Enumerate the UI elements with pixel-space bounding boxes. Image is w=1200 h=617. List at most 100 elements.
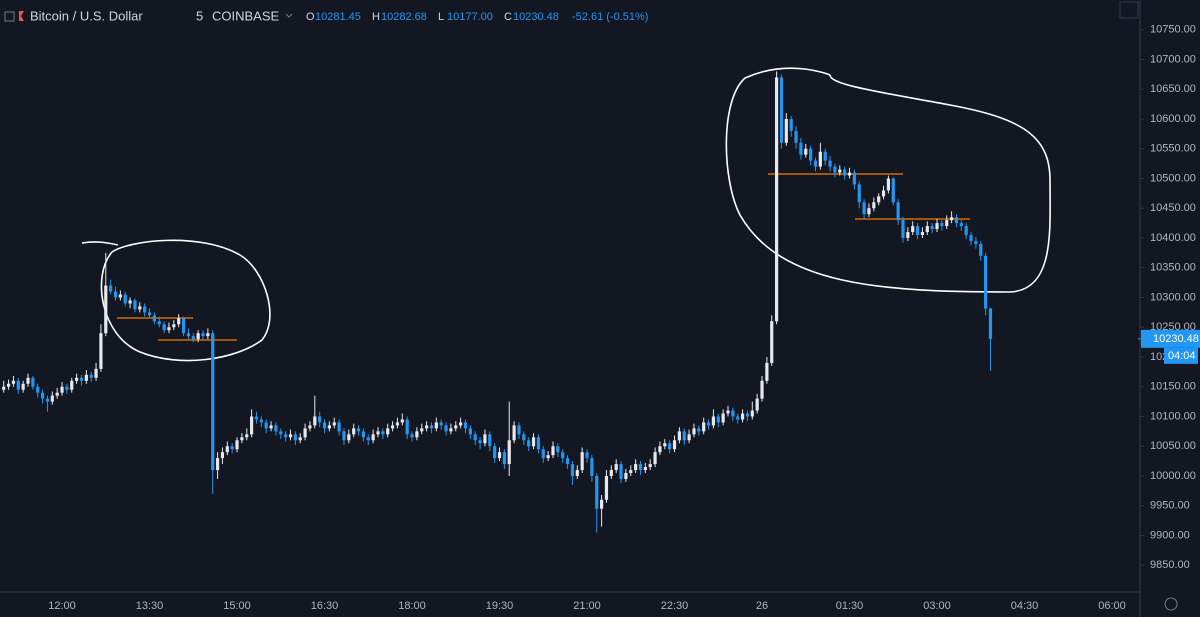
- candle-body: [541, 449, 545, 459]
- dropdown-icon[interactable]: [285, 13, 293, 18]
- candle-body: [745, 413, 750, 417]
- x-tick-label: 04:30: [1011, 600, 1039, 612]
- candle-body: [585, 452, 589, 459]
- candle-body: [877, 196, 881, 203]
- candle-body: [702, 422, 706, 432]
- candle-body: [774, 77, 779, 322]
- candle-body: [984, 255, 988, 309]
- candle-body: [138, 306, 142, 310]
- candle-body: [390, 425, 395, 429]
- candle-body: [911, 226, 915, 233]
- candle-body: [279, 431, 283, 435]
- candle-body: [886, 178, 891, 191]
- candle-body: [420, 428, 424, 432]
- candle-body: [337, 422, 341, 432]
- candle-body: [259, 419, 263, 423]
- candle-body: [497, 452, 502, 459]
- price-tag: [1141, 329, 1200, 348]
- y-tick-label: 10450.00: [1150, 202, 1196, 214]
- candle-body: [925, 226, 929, 233]
- settings-icon[interactable]: [1164, 597, 1178, 611]
- candle-body: [274, 425, 278, 432]
- countdown-tag: [1164, 347, 1198, 364]
- candle-body: [322, 422, 327, 429]
- candle-body: [687, 434, 691, 441]
- candle-body: [949, 217, 954, 221]
- candle-body: [264, 422, 268, 429]
- candle-body: [940, 223, 944, 227]
- candle-body: [522, 434, 526, 441]
- candle-body: [809, 148, 813, 161]
- candle-body: [575, 470, 579, 476]
- candle-body: [352, 428, 356, 435]
- price-tag-label: 10230.48: [1153, 333, 1199, 345]
- candle-body: [595, 475, 599, 509]
- candle-body: [653, 452, 657, 465]
- candle-body: [405, 419, 409, 435]
- candle-body: [425, 425, 429, 429]
- candle-body: [643, 467, 647, 471]
- candle-body: [245, 434, 249, 438]
- y-tick-label: 10700.00: [1150, 53, 1196, 65]
- candle-body: [784, 118, 788, 143]
- candle-body: [935, 223, 939, 230]
- candle-body: [55, 392, 59, 396]
- candle-body: [181, 318, 186, 334]
- candle-body: [444, 425, 448, 432]
- candle-body: [483, 434, 487, 444]
- candle-body: [682, 431, 686, 441]
- candle-body: [109, 285, 113, 292]
- candle-body: [930, 226, 934, 230]
- candle-body: [94, 368, 98, 378]
- candle-body: [488, 434, 492, 447]
- candle-body: [31, 377, 35, 387]
- candle-body: [99, 333, 103, 369]
- symbol-icon: [19, 11, 24, 21]
- candle-body: [327, 425, 331, 429]
- candle-body: [410, 434, 414, 438]
- candle-body: [536, 437, 541, 450]
- y-tick-label: 10550.00: [1150, 143, 1196, 155]
- candle-body: [847, 172, 852, 176]
- candle-body: [36, 386, 40, 393]
- x-tick-label: 26: [756, 600, 768, 612]
- legend-value: 10230.48: [513, 11, 559, 23]
- candle-body: [177, 318, 181, 325]
- candle-body: [347, 434, 351, 441]
- candle-body: [65, 386, 69, 390]
- y-tick-label: 9850.00: [1150, 559, 1190, 571]
- candle-body: [959, 223, 963, 227]
- candle-body: [172, 324, 176, 328]
- candle-body: [342, 431, 346, 441]
- y-tick-label: 10400.00: [1150, 232, 1196, 244]
- candle-body: [288, 434, 293, 438]
- y-tick-label: 9900.00: [1150, 529, 1190, 541]
- candle-body: [804, 148, 808, 155]
- candle-body: [556, 446, 560, 453]
- x-tick-label: 13:30: [136, 600, 164, 612]
- corner-button[interactable]: [1119, 1, 1139, 19]
- candle-body: [26, 377, 30, 384]
- candle-body: [201, 333, 205, 337]
- candle-body: [600, 499, 604, 509]
- legend-key: H: [372, 11, 380, 23]
- legend-value: 10281.45: [315, 11, 361, 23]
- expand-icon[interactable]: [4, 11, 15, 22]
- candles: [2, 71, 993, 533]
- candle-body: [79, 377, 84, 381]
- candle-body: [206, 333, 210, 337]
- candle-body: [813, 160, 818, 167]
- candle-body: [614, 464, 618, 471]
- candle-body: [381, 431, 385, 435]
- candle-body: [668, 443, 672, 450]
- candle-body: [478, 440, 482, 444]
- x-tick-label: 12:00: [48, 600, 76, 612]
- candle-body: [881, 190, 886, 197]
- legend-key: L: [438, 11, 444, 23]
- candle-body: [2, 386, 6, 390]
- candle-body: [75, 377, 79, 381]
- candle-body: [740, 413, 745, 420]
- y-tick-label: 10100.00: [1150, 410, 1196, 422]
- candle-body: [565, 458, 570, 465]
- candle-body: [920, 232, 925, 236]
